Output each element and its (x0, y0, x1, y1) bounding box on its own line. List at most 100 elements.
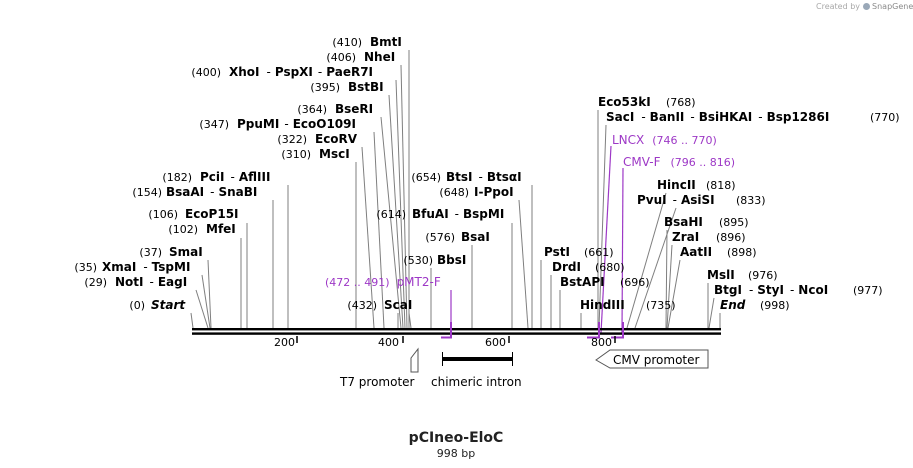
ruler-tick-label: 800 (591, 336, 612, 349)
chimeric-intron-label: chimeric intron (431, 375, 522, 389)
enzyme-label-bfuai: BfuAI - BspMI (412, 207, 504, 221)
enzyme-label-end: End (720, 298, 746, 312)
enzyme-position: (102) (168, 223, 198, 236)
enzyme-position: (895) (719, 216, 749, 229)
enzyme-label-msli: MslI (707, 268, 735, 282)
enzyme-positions: (410) (406) (400) (395) (364) (347) (322… (74, 36, 899, 312)
enzyme-label-bsai: BsaI (461, 230, 490, 244)
enzyme-label-eco53ki: Eco53kI (598, 95, 651, 109)
enzyme-position: (0) (129, 299, 145, 312)
enzyme-label-pcii: PciI - AflIII (200, 170, 270, 184)
enzyme-position: (322) (277, 133, 307, 146)
enzyme-position: (898) (727, 246, 757, 259)
enzyme-label-start: Start (151, 298, 186, 312)
enzyme-label-bseri: BseRI (335, 102, 373, 116)
leader-line (665, 229, 668, 329)
enzyme-label-i-ppoi: I-PpoI (474, 185, 514, 199)
chimeric-intron-bar (442, 357, 513, 361)
primer-label-pmt2-f: (472 .. 491) pMT2-F (325, 275, 441, 289)
enzyme-position: (833) (736, 194, 766, 207)
enzyme-position: (648) (439, 186, 469, 199)
snapgene-credit: Created by SnapGene (816, 2, 913, 11)
enzyme-label-nhei: NheI (364, 50, 395, 64)
backbone-bottom-strand (192, 332, 721, 335)
leader-line (408, 312, 412, 329)
enzyme-label-bsahi: BsaHI (664, 215, 703, 229)
snapgene-logo-icon (863, 3, 871, 10)
enzyme-position: (530) (403, 254, 433, 267)
enzyme-position: (106) (148, 208, 178, 221)
features: T7 promoter chimeric intron CMV promoter (339, 347, 709, 389)
enzyme-label-bsaai: BsaAI - SnaBI (166, 185, 257, 199)
t7-promoter-label: T7 promoter (339, 375, 415, 389)
leader-line (708, 297, 715, 329)
enzyme-position: (576) (425, 231, 455, 244)
enzyme-label-hincii: HincII (657, 178, 696, 192)
enzyme-position: (29) (84, 276, 107, 289)
enzyme-label-hindiii: HindIII (580, 298, 625, 312)
enzyme-label-saci: SacI - BanII - BsiHKAI - Bsp1286I (606, 110, 829, 124)
credit-brand: SnapGene (872, 2, 913, 11)
ruler-tick-label: 200 (274, 336, 295, 349)
leader-line (388, 94, 404, 329)
enzyme-position: (35) (74, 261, 97, 274)
leader-line (195, 289, 209, 329)
enzyme-label-bstbi: BstBI (348, 80, 384, 94)
enzyme-label-noti: NotI - EagI (115, 275, 187, 289)
enzyme-label-ppumi: PpuMI - EcoO109I (237, 117, 356, 131)
enzyme-position: (406) (326, 51, 356, 64)
enzyme-position: (364) (297, 103, 327, 116)
enzyme-position: (735) (646, 299, 676, 312)
enzyme-position: (680) (595, 261, 625, 274)
primer-label-lncx: LNCX (746 .. 770) (612, 133, 717, 147)
enzyme-position: (768) (666, 96, 696, 109)
cmv-promoter-label: CMV promoter (613, 353, 700, 367)
enzyme-position: (154) (132, 186, 162, 199)
plasmid-length: 998 bp (437, 447, 475, 460)
enzyme-position: (347) (199, 118, 229, 131)
enzyme-position: (310) (281, 148, 311, 161)
leader-line (626, 192, 667, 329)
plasmid-name: pCIneo-EloC (409, 430, 504, 446)
leader-line (400, 64, 408, 329)
enzyme-label-btgi: BtgI - StyI - NcoI (714, 283, 828, 297)
enzyme-position: (661) (584, 246, 614, 259)
enzyme-position: (818) (706, 179, 736, 192)
leader-line (518, 199, 529, 329)
leader-line (666, 244, 673, 329)
backbone-top-strand (192, 328, 721, 331)
enzyme-label-smai: SmaI (169, 245, 203, 259)
enzyme-position: (432) (347, 299, 377, 312)
primer-labels: LNCX (746 .. 770) CMV-F (796 .. 816) (472 … (325, 133, 735, 289)
enzyme-label-bstapi: BstAPI (560, 275, 605, 289)
enzyme-label-btsi: BtsI - BtsαI (446, 170, 522, 184)
leader-line (634, 207, 677, 329)
enzyme-position: (654) (411, 171, 441, 184)
sequence-backbone (192, 328, 721, 335)
ruler-tick-label: 400 (378, 336, 399, 349)
enzyme-label-ecop15i: EcoP15I (185, 207, 239, 221)
leader-line (190, 312, 194, 329)
enzyme-label-xmai: XmaI - TspMI (102, 260, 190, 274)
leader-line (598, 124, 607, 329)
enzyme-position: (770) (870, 111, 900, 124)
enzyme-position: (977) (853, 284, 883, 297)
enzyme-position: (896) (716, 231, 746, 244)
enzyme-label-psti: PstI (544, 245, 570, 259)
ruler: 200 400 600 800 (274, 336, 616, 349)
ruler-tick-label: 600 (485, 336, 506, 349)
t7-promoter-arrow (410, 347, 419, 373)
leader-line (361, 146, 375, 329)
leader-line (373, 131, 385, 329)
cmv-promoter-arrow (595, 349, 709, 369)
enzyme-label-drdi: DrdI (552, 260, 581, 274)
primer-mark-lncx (587, 322, 600, 339)
enzyme-position: (976) (748, 269, 778, 282)
enzyme-label-aatii: AatII (680, 245, 712, 259)
enzyme-label-ecorv: EcoRV (315, 132, 358, 146)
primer-mark-pmt2-f (441, 322, 452, 339)
leader-line (395, 79, 406, 329)
enzyme-leader-lines (190, 50, 721, 329)
enzyme-label-scai: ScaI (384, 298, 412, 312)
